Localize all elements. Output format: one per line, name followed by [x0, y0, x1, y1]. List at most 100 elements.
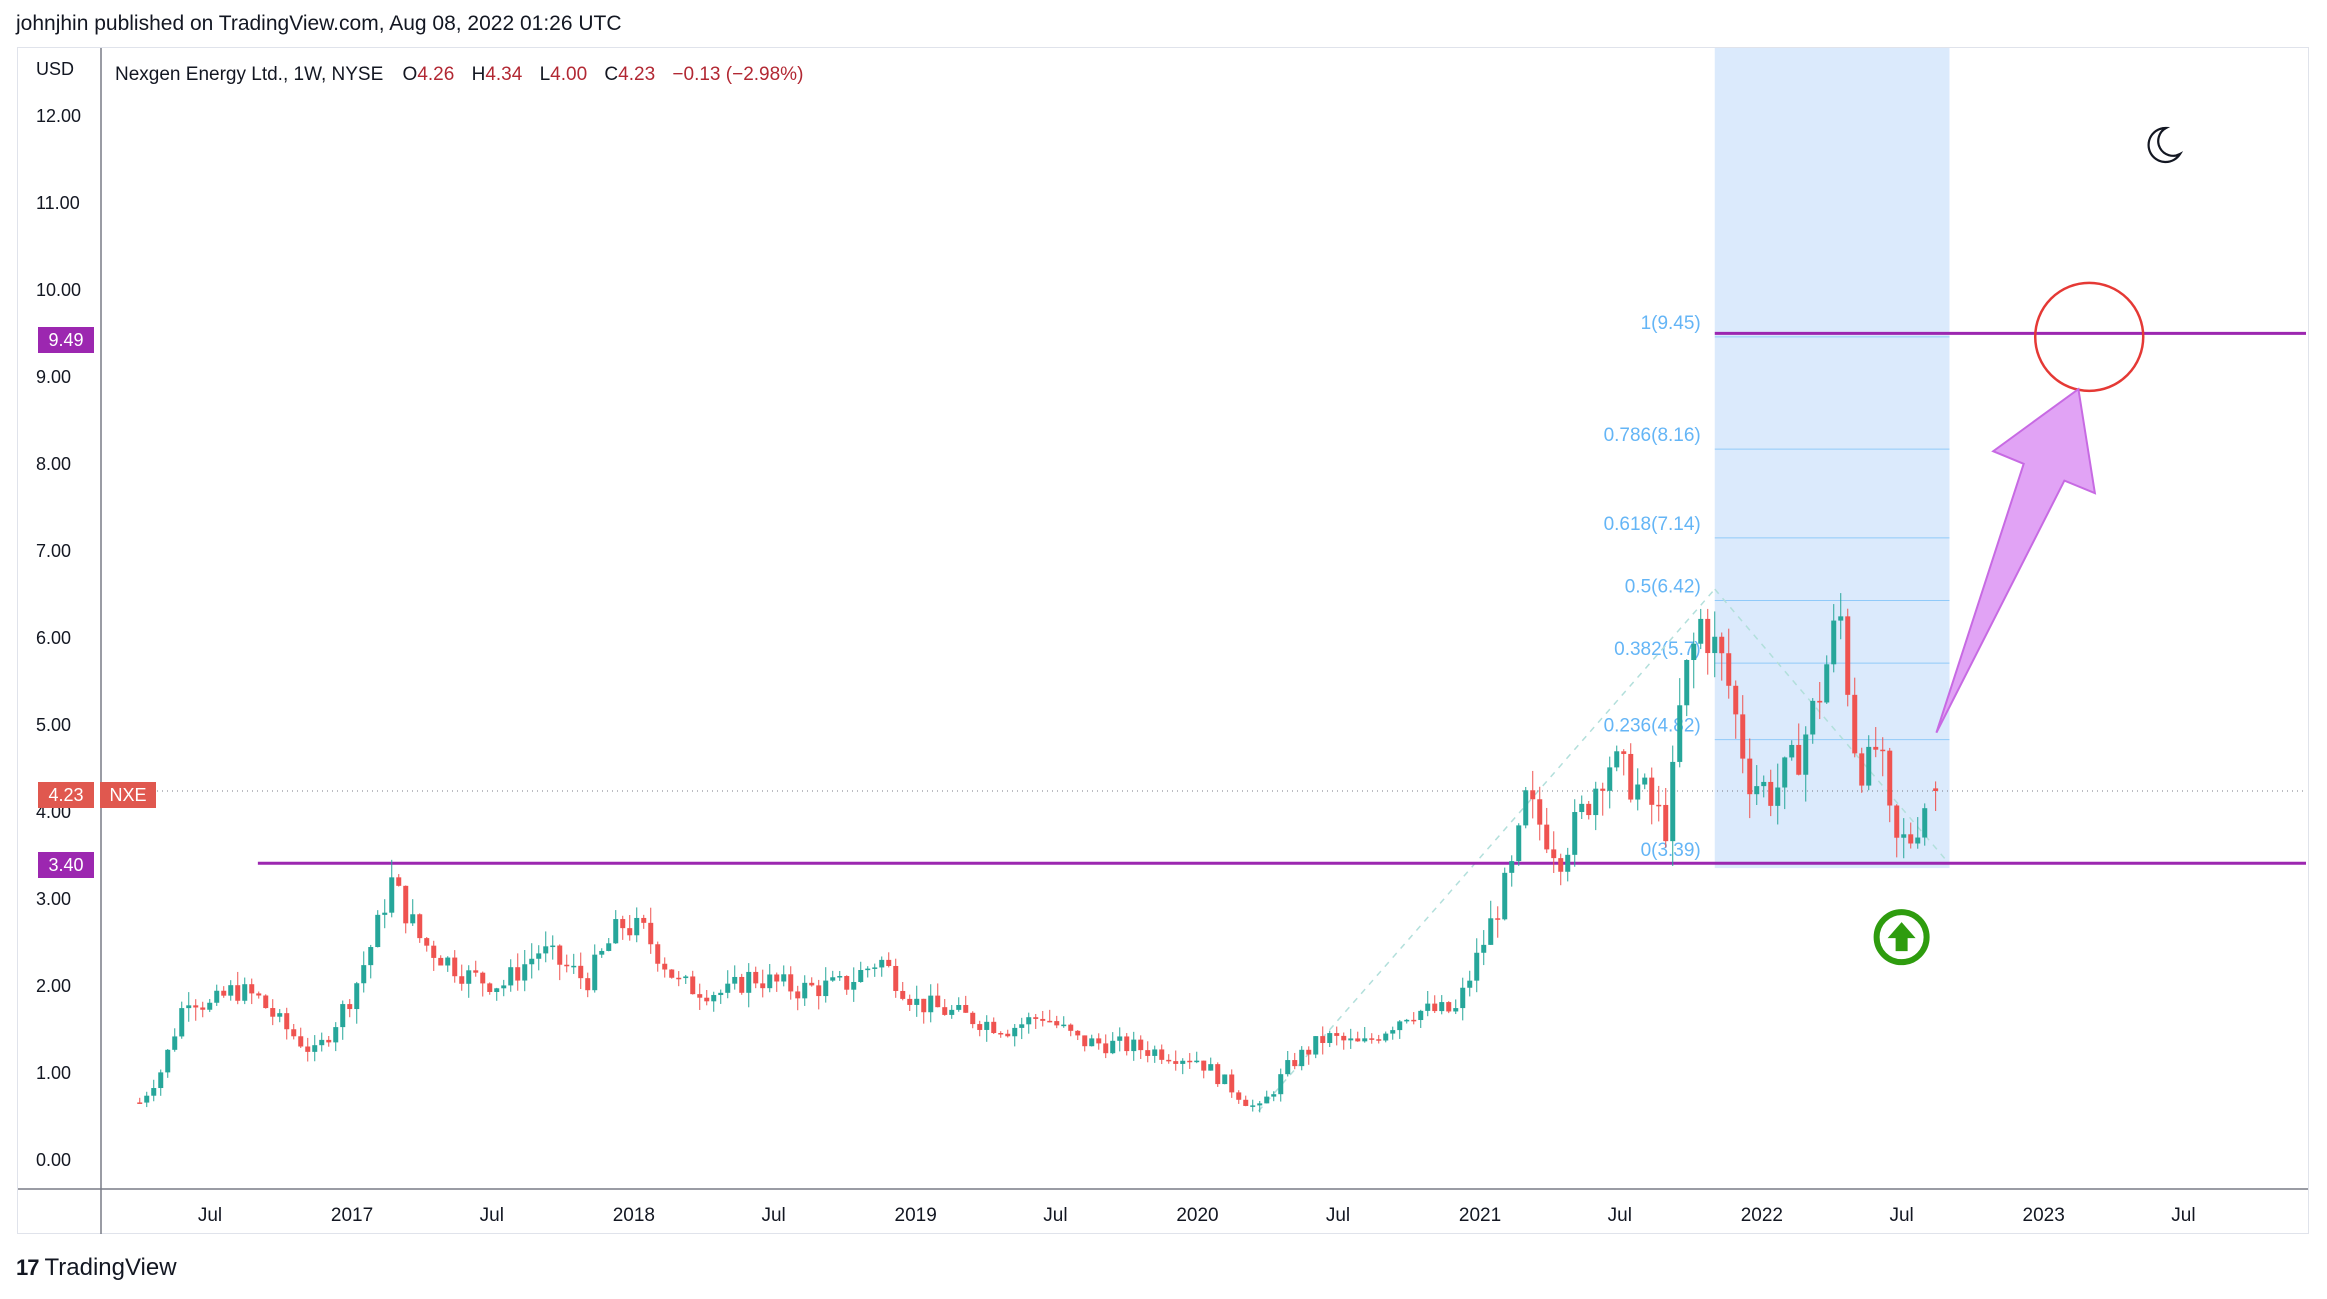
green-arrow-ring — [1873, 909, 1930, 966]
candle-body — [956, 1005, 962, 1010]
candle-body — [1712, 636, 1718, 654]
candle-body — [697, 994, 703, 998]
candle-body — [606, 943, 612, 951]
candle-body — [1306, 1049, 1312, 1055]
candle-body — [354, 983, 360, 1010]
candle-body — [249, 984, 255, 994]
candle-body — [1047, 1020, 1053, 1023]
candle-body — [326, 1039, 332, 1043]
candle-body — [1040, 1018, 1046, 1021]
candle-body — [396, 877, 402, 886]
candle-body — [1187, 1060, 1193, 1063]
y-tick-label: 2.00 — [36, 976, 71, 996]
x-tick-label: Jul — [1608, 1205, 1632, 1226]
candle-body — [277, 1013, 283, 1017]
candle-body — [928, 995, 934, 1013]
candle-body — [1859, 753, 1865, 786]
candle-body — [214, 990, 220, 1003]
candle-body — [480, 972, 486, 984]
candle-body — [921, 998, 927, 1013]
candle-body — [1705, 618, 1711, 654]
candle-body — [711, 995, 717, 1002]
candle-body — [1803, 734, 1809, 775]
candle-body — [795, 991, 801, 999]
candle-body — [263, 995, 269, 1009]
candle-body — [1425, 1003, 1431, 1011]
candle-body — [1173, 1061, 1179, 1064]
candle-body — [200, 1007, 206, 1010]
candle-body — [1628, 753, 1634, 800]
candle-body — [1607, 767, 1613, 791]
candle-body — [536, 953, 542, 959]
support-price-label: 3.40 — [48, 855, 83, 875]
candle-body — [592, 954, 598, 991]
green-arrow-shape — [1887, 922, 1916, 952]
x-tick-label: Jul — [198, 1205, 222, 1226]
candle-body — [1684, 660, 1690, 706]
trend-dashes — [102, 588, 2306, 1112]
candle-body — [473, 970, 479, 973]
target-price-badge: 9.49 — [38, 327, 94, 353]
candle-body — [935, 995, 941, 1008]
candle-body — [151, 1088, 157, 1096]
candle-body — [1551, 849, 1557, 859]
candle-body — [1866, 746, 1872, 786]
candle-body — [1299, 1049, 1305, 1067]
candle-body — [1313, 1036, 1319, 1055]
candle-body — [284, 1013, 290, 1030]
candle-body — [802, 982, 808, 999]
candle-body — [1194, 1060, 1200, 1063]
candle-body — [361, 965, 367, 984]
candle-body — [1761, 781, 1767, 787]
candle-body — [781, 974, 787, 982]
candle-body — [319, 1039, 325, 1046]
candle-body — [1642, 777, 1648, 785]
candle-body — [1362, 1038, 1368, 1042]
annotations[interactable] — [1873, 281, 2145, 966]
candle-body — [1908, 834, 1914, 844]
candle-body — [816, 985, 822, 997]
candle-body — [242, 984, 248, 1001]
y-tick-label: 8.00 — [36, 454, 71, 474]
y-tick-label: 9.00 — [36, 367, 71, 387]
fib-level-label: 0.382(5.7) — [1614, 639, 1701, 660]
candle-body — [1418, 1010, 1424, 1021]
moon-icon[interactable] — [2147, 126, 2184, 164]
candle-body — [851, 981, 857, 990]
horizontal-lines[interactable] — [257, 331, 2306, 865]
candle-body — [774, 974, 780, 982]
x-tick-label: 2017 — [331, 1205, 373, 1226]
candle-body — [725, 983, 731, 993]
candle-body — [1838, 616, 1844, 621]
candle-body — [830, 977, 836, 981]
current-price-badge: 4.23 NXE — [38, 782, 156, 808]
candle-body — [991, 1021, 997, 1034]
candle-body — [1614, 751, 1620, 768]
tradingview-brand: TradingView — [44, 1254, 177, 1281]
candle-body — [340, 1004, 346, 1028]
candle-body — [1152, 1049, 1158, 1056]
candle-body — [1166, 1059, 1172, 1062]
candle-body — [872, 967, 878, 969]
candle-body — [1894, 805, 1900, 838]
candle-body — [221, 990, 227, 996]
tradingview-logo[interactable]: 17 TradingView — [16, 1254, 177, 1282]
candle-body — [900, 990, 906, 999]
fib-level-label: 0(3.39) — [1641, 840, 1701, 861]
candle-body — [1474, 952, 1480, 981]
x-tick-label: Jul — [761, 1205, 785, 1226]
candle-body — [1467, 980, 1473, 988]
candle-body — [1117, 1036, 1123, 1041]
candle-body — [137, 1102, 143, 1104]
candle-body — [578, 965, 584, 979]
fib-level-label: 0.618(7.14) — [1604, 514, 1701, 535]
candle-body — [970, 1012, 976, 1025]
chart-frame — [17, 47, 2309, 1234]
candle-body — [1005, 1033, 1011, 1037]
candle-body — [1138, 1039, 1144, 1051]
fibonacci-retracement[interactable]: 0(3.39) 0.236(4.82) 0.382(5.7) 0.5(6.42) 0.6… — [1604, 48, 1950, 869]
candle-body — [1579, 803, 1585, 813]
candles — [137, 593, 1939, 1113]
candle-body — [1677, 705, 1683, 762]
